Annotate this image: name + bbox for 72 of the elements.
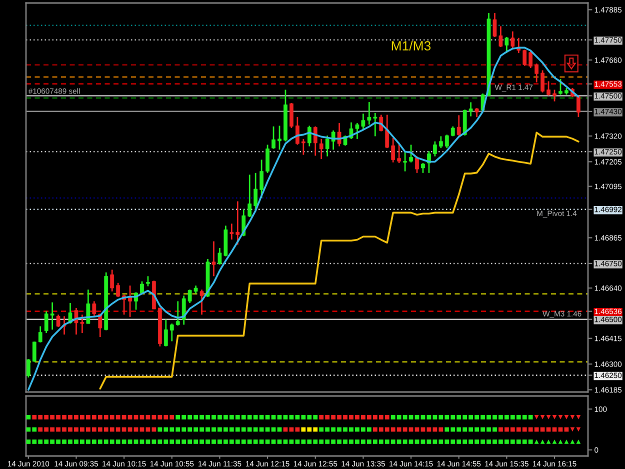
candlestick [391, 137, 396, 164]
candlestick [319, 138, 324, 160]
point [546, 415, 551, 420]
candlestick [397, 142, 402, 164]
candlestick [32, 341, 36, 363]
candlestick [540, 70, 545, 94]
candlestick [38, 326, 42, 344]
candlestick [260, 159, 264, 199]
line-series [99, 132, 580, 390]
candlestick [373, 112, 378, 137]
candlestick [409, 144, 413, 164]
candlestick [528, 50, 533, 69]
candlestick [230, 222, 234, 240]
candlestick [110, 269, 114, 292]
candlestick [504, 36, 509, 54]
candlestick [385, 114, 390, 149]
point [570, 415, 575, 420]
candlestick [266, 144, 270, 174]
candlestick [92, 300, 96, 317]
candlestick [236, 200, 240, 246]
point [552, 415, 557, 420]
candlestick [170, 322, 174, 342]
candlestick [248, 174, 252, 218]
candlestick [86, 288, 90, 324]
candlestick [534, 62, 539, 84]
point [534, 440, 539, 444]
candlestick [558, 78, 562, 96]
candlestick [295, 116, 300, 146]
candlestick [200, 288, 204, 316]
point [534, 415, 539, 420]
candlestick [337, 122, 342, 147]
candlestick [26, 358, 30, 378]
point [570, 440, 575, 444]
candlestick [433, 140, 437, 158]
candlestick [98, 313, 102, 338]
point [558, 440, 563, 444]
point [564, 415, 569, 420]
candlestick [116, 282, 120, 298]
candlestick [456, 114, 461, 136]
candlestick [403, 150, 407, 172]
candlestick [182, 294, 186, 326]
point [552, 440, 557, 444]
candlestick [290, 102, 294, 129]
point [570, 427, 575, 432]
candlestick [313, 126, 318, 156]
candlestick [176, 300, 180, 326]
candlestick [468, 102, 473, 118]
candlestick [140, 280, 144, 294]
candlestick [272, 126, 276, 150]
candlestick [522, 49, 527, 67]
candlestick [278, 125, 282, 150]
text: M1/M3 [392, 40, 431, 50]
candlestick [164, 318, 168, 348]
point [564, 440, 569, 444]
point [576, 415, 581, 420]
candlestick [421, 162, 425, 174]
point [540, 440, 545, 444]
point [540, 415, 545, 420]
point [576, 440, 581, 444]
point [576, 427, 581, 432]
candlestick [510, 30, 515, 49]
candlestick [576, 94, 580, 118]
point [558, 415, 563, 420]
candlestick [307, 125, 312, 147]
candlestick [546, 80, 550, 96]
point [546, 440, 551, 444]
candlestick [212, 240, 216, 277]
candlestick [552, 89, 556, 102]
candlestick [444, 134, 449, 149]
candlestick [438, 136, 443, 149]
candlestick [146, 276, 150, 287]
candlestick [301, 138, 306, 156]
